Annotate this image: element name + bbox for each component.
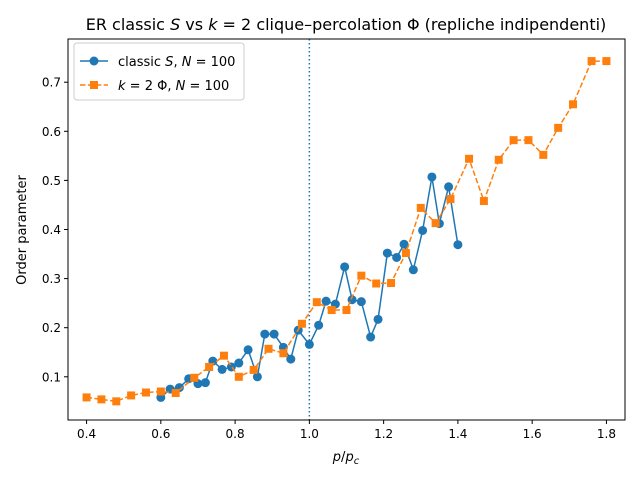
data-point [260,329,270,339]
data-point [97,395,106,404]
data-point [252,372,262,382]
plot-area: 0.4 0.6 0.8 1.0 1.2 1.4 1.6 1.8 0.1 0.2 0.3 0.4 0.5 0… [42,38,626,441]
data-point [587,57,596,66]
y-tick-label: 0.7 [42,76,61,90]
data-point [141,388,150,397]
data-point [342,306,351,315]
data-point [539,150,548,159]
data-point [446,195,455,204]
y-tick-label: 0.6 [42,125,61,139]
y-tick-label: 0.4 [42,223,61,237]
data-point [431,219,440,228]
legend-frame [73,42,245,101]
data-point [408,265,418,275]
data-point [219,351,228,360]
y-tick-label: 0.1 [42,370,61,384]
x-tick-label: 1.8 [597,427,616,441]
data-point [524,136,533,145]
data-point [217,364,227,374]
x-tick-label: 1.2 [374,427,393,441]
data-point [453,240,463,250]
plot-frame [67,38,626,421]
x-tick-label: 1.4 [448,427,467,441]
series-layer [82,57,611,406]
legend-marker-clique [90,81,98,89]
data-point [427,172,437,182]
data-point [269,329,279,339]
data-point [249,365,258,374]
chart-title: ER classic S vs k = 2 clique–percolation… [86,15,607,34]
x-axis-label: p/pc [332,450,360,467]
plot-background [68,39,625,420]
legend-entry-classic: classic S, N = 100 [80,55,235,70]
data-point [127,391,136,400]
data-point [297,319,306,328]
data-point [234,358,244,368]
x-tick-label: 0.4 [77,427,96,441]
y-tick-label: 0.3 [42,272,61,286]
legend: classic S, N = 100 k = 2 Φ, N = 100 [73,42,245,101]
data-point [602,57,611,66]
data-point [416,203,425,212]
data-point [234,372,243,381]
data-point [479,197,488,206]
series-1 [82,57,611,406]
data-point [314,320,324,330]
data-point [373,314,383,324]
data-point [340,262,350,272]
data-point [264,344,273,353]
data-point [401,249,410,258]
legend-label-classic: classic S, N = 100 [118,55,235,70]
data-point [357,271,366,280]
data-point [366,332,376,342]
data-point [399,239,409,249]
legend-marker-classic [89,56,99,66]
data-point [286,354,296,364]
data-point [494,155,503,164]
data-point [312,298,321,307]
data-point [372,279,381,288]
data-point [327,306,336,315]
y-tick-label: 0.5 [42,174,61,188]
legend-label-clique: k = 2 Φ, N = 100 [118,79,229,94]
data-point [418,225,428,235]
data-point [112,397,121,406]
data-point [509,136,518,145]
data-point [387,279,396,288]
data-point [465,154,474,163]
data-point [304,339,314,349]
data-point [190,373,199,382]
legend-entry-clique: k = 2 Φ, N = 100 [80,79,229,94]
data-point [382,248,392,258]
x-tick-label: 1.6 [523,427,542,441]
data-point [279,349,288,358]
data-point [205,362,214,371]
data-point [156,387,165,396]
data-point [243,345,253,355]
data-point [321,296,331,306]
y-axis-label: Order parameter [15,174,30,284]
y-tick-label: 0.2 [42,321,61,335]
data-point [444,182,454,192]
data-point [392,252,402,262]
data-point [356,297,366,307]
axis-ticks: 0.4 0.6 0.8 1.0 1.2 1.4 1.6 1.8 0.1 0.2 0.3 0.4 0.5 0… [42,76,616,441]
data-point [171,388,180,397]
data-point [200,378,210,388]
x-tick-label: 1.0 [300,427,319,441]
data-point [554,123,563,132]
x-tick-label: 0.6 [151,427,170,441]
data-point [569,100,578,109]
data-point [82,393,91,402]
x-tick-label: 0.8 [226,427,245,441]
